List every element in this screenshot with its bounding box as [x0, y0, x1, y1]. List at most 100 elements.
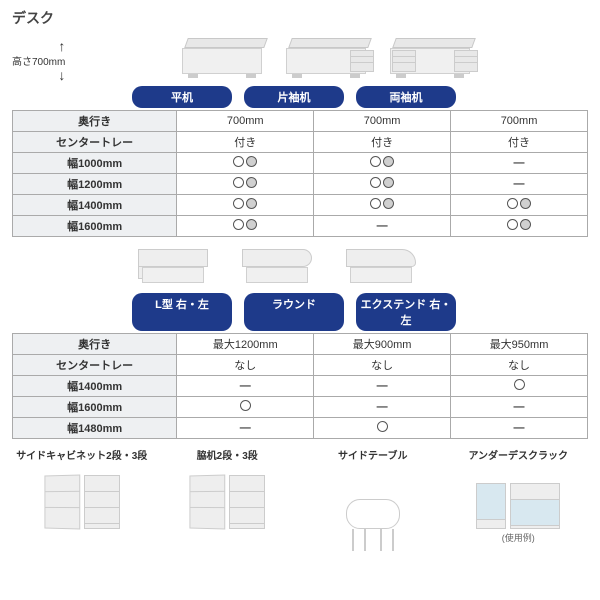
- table-cell: —: [177, 376, 314, 397]
- dash-mark: —: [514, 178, 525, 190]
- table-cell: [177, 216, 314, 237]
- title: デスク: [12, 8, 588, 28]
- table-cell: なし: [177, 355, 314, 376]
- table-cell: 最大950mm: [451, 334, 588, 355]
- table-cell: [451, 216, 588, 237]
- circle-mark: [233, 177, 244, 188]
- table-cell: [177, 397, 314, 418]
- table-cell: なし: [451, 355, 588, 376]
- table-row: センタートレーなしなしなし: [13, 355, 588, 376]
- table-cell: [177, 174, 314, 195]
- circle-mark-gray: [246, 177, 257, 188]
- circle-mark: [377, 421, 388, 432]
- circle-mark: [233, 198, 244, 209]
- accessory-item: アンダーデスクラック (使用例): [449, 447, 589, 544]
- row-header: 幅1400mm: [13, 195, 177, 216]
- dash-mark: —: [514, 422, 525, 434]
- circle-mark: [507, 198, 518, 209]
- accessory-image: [12, 465, 152, 529]
- table-cell: —: [451, 397, 588, 418]
- table-row: 幅1600mm — —: [13, 397, 588, 418]
- table-cell: 付き: [451, 132, 588, 153]
- table-cell: —: [177, 418, 314, 439]
- desk-one-pedestal-image: [286, 32, 376, 82]
- accessory-item: サイドキャビネット2段・3段: [12, 447, 152, 544]
- dash-mark: —: [240, 422, 251, 434]
- circle-mark-gray: [520, 198, 531, 209]
- table-cell: [314, 195, 451, 216]
- desk-extend-image: [340, 243, 430, 289]
- row-header: 奥行き: [13, 334, 177, 355]
- table-cell: [177, 195, 314, 216]
- row-header: センタートレー: [13, 132, 177, 153]
- spec-table-1: 奥行き700mm700mm700mmセンタートレー付き付き付き幅1000mm—幅…: [12, 110, 588, 237]
- table-cell: [314, 418, 451, 439]
- table-cell: [177, 153, 314, 174]
- dash-mark: —: [514, 157, 525, 169]
- accessory-note: (使用例): [449, 531, 589, 544]
- table-row: 幅1000mm —: [13, 153, 588, 174]
- spec-table-2: 奥行き最大1200mm最大900mm最大950mmセンタートレーなしなしなし幅1…: [12, 333, 588, 439]
- table-cell: —: [314, 376, 451, 397]
- table-cell: [314, 174, 451, 195]
- dash-mark: —: [514, 401, 525, 413]
- row-header: 幅1600mm: [13, 397, 177, 418]
- row-header: 幅1480mm: [13, 418, 177, 439]
- desk-flat-image: [182, 32, 272, 82]
- table-cell: 700mm: [314, 111, 451, 132]
- table-cell: —: [451, 418, 588, 439]
- table-cell: [314, 153, 451, 174]
- circle-mark-gray: [383, 156, 394, 167]
- row-header: 奥行き: [13, 111, 177, 132]
- row-header: 幅1000mm: [13, 153, 177, 174]
- row-header: センタートレー: [13, 355, 177, 376]
- table-cell: —: [451, 174, 588, 195]
- table-cell: 最大1200mm: [177, 334, 314, 355]
- table-cell: —: [314, 397, 451, 418]
- dash-mark: —: [377, 220, 388, 232]
- row-header: 幅1600mm: [13, 216, 177, 237]
- table-row: 幅1480mm — —: [13, 418, 588, 439]
- accessory-image: [303, 465, 443, 529]
- category-pill: ラウンド: [244, 293, 344, 331]
- table-row: センタートレー付き付き付き: [13, 132, 588, 153]
- dash-mark: —: [377, 380, 388, 392]
- circle-mark: [240, 400, 251, 411]
- circle-mark: [507, 219, 518, 230]
- circle-mark: [370, 198, 381, 209]
- circle-mark: [233, 219, 244, 230]
- circle-mark-gray: [520, 219, 531, 230]
- circle-mark: [370, 156, 381, 167]
- table-row: 幅1600mm —: [13, 216, 588, 237]
- table-cell: なし: [314, 355, 451, 376]
- table-cell: 付き: [177, 132, 314, 153]
- accessory-item: 脇机2段・3段: [158, 447, 298, 544]
- table-row: 幅1200mm—: [13, 174, 588, 195]
- table-cell: 付き: [314, 132, 451, 153]
- category-pill: 片袖机: [244, 86, 344, 108]
- circle-mark-gray: [383, 177, 394, 188]
- table-row: 奥行き最大1200mm最大900mm最大950mm: [13, 334, 588, 355]
- category-pill: 両袖机: [356, 86, 456, 108]
- circle-mark: [370, 177, 381, 188]
- circle-mark-gray: [383, 198, 394, 209]
- circle-mark-gray: [246, 156, 257, 167]
- accessory-label: サイドテーブル: [303, 447, 443, 462]
- accessory-item: サイドテーブル: [303, 447, 443, 544]
- accessory-label: アンダーデスクラック: [449, 447, 589, 462]
- table-row: 幅1400mm: [13, 195, 588, 216]
- table-row: 奥行き700mm700mm700mm: [13, 111, 588, 132]
- circle-mark-gray: [246, 219, 257, 230]
- desk-double-pedestal-image: [390, 32, 480, 82]
- accessory-label: サイドキャビネット2段・3段: [12, 447, 152, 462]
- circle-mark: [514, 379, 525, 390]
- desk-l-shape-image: [132, 243, 222, 289]
- dash-mark: —: [240, 380, 251, 392]
- category-pill: L型 右・左: [132, 293, 232, 331]
- category-pill: 平机: [132, 86, 232, 108]
- category-pill: エクステンド 右・左: [356, 293, 456, 331]
- table-cell: 700mm: [451, 111, 588, 132]
- table-cell: 最大900mm: [314, 334, 451, 355]
- table-cell: [451, 376, 588, 397]
- table-cell: [451, 195, 588, 216]
